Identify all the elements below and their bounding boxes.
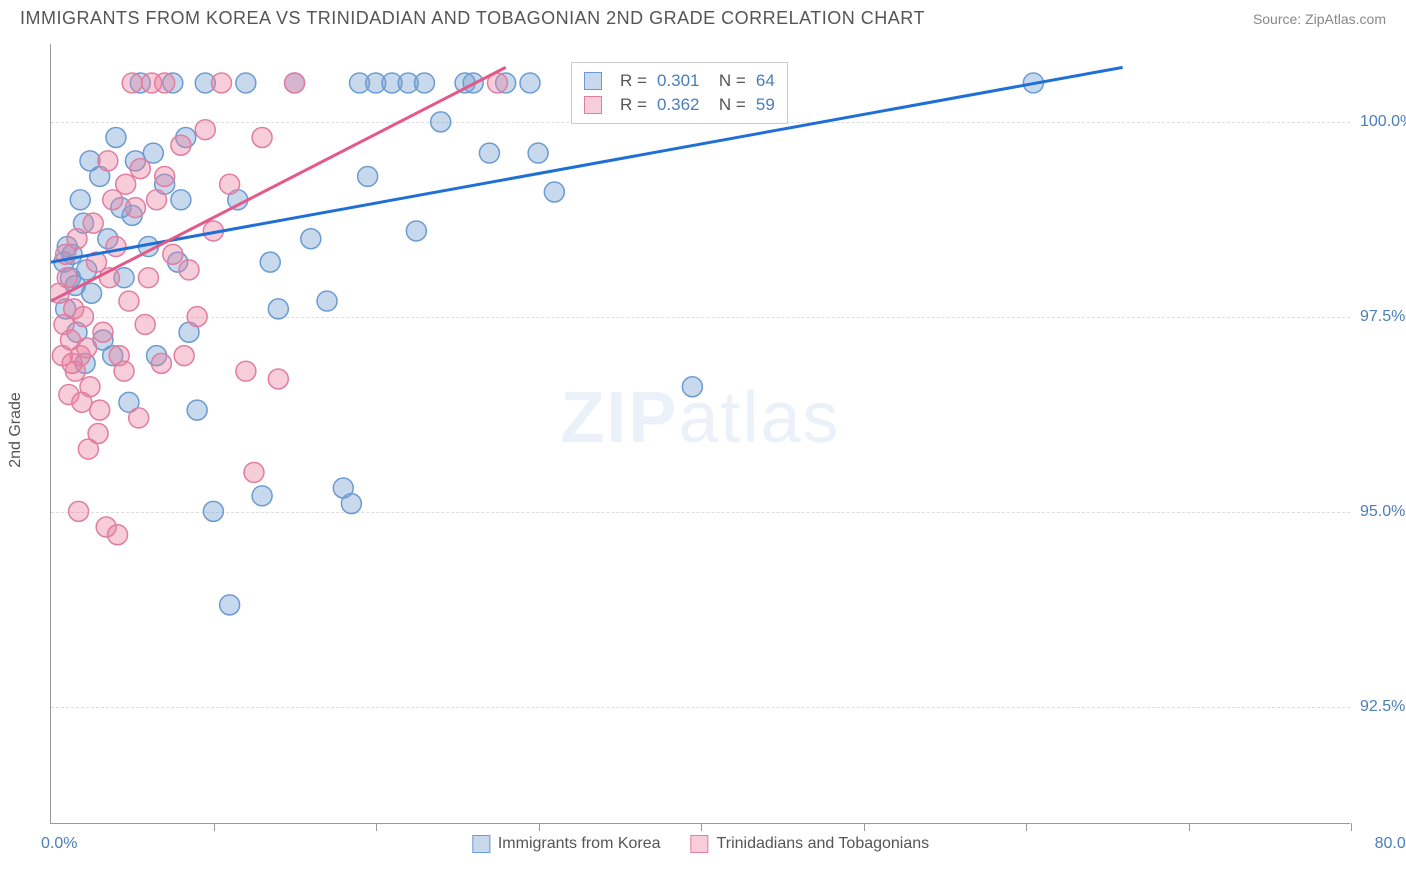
y-tick-label: 97.5% — [1360, 308, 1406, 326]
x-tick — [701, 823, 702, 831]
y-tick-label: 92.5% — [1360, 698, 1406, 716]
x-tick — [1351, 823, 1352, 831]
legend-item-2: Trinidadians and Tobagonians — [691, 835, 930, 853]
y-tick-label: 95.0% — [1360, 503, 1406, 521]
correlation-stat-box: R = 0.301 N = 64 R = 0.362 N = 59 — [571, 62, 788, 124]
stat-n-val-1: 64 — [756, 71, 775, 91]
source-label: Source: ZipAtlas.com — [1253, 11, 1386, 27]
x-tick — [864, 823, 865, 831]
scatter-svg — [51, 44, 1350, 823]
stat-r-val-1: 0.301 — [657, 71, 700, 91]
x-max-label: 80.0% — [1375, 835, 1406, 853]
stat-n-val-2: 59 — [756, 95, 775, 115]
legend-label-2: Trinidadians and Tobagonians — [717, 835, 930, 852]
legend-swatch-1 — [472, 835, 490, 853]
legend-label-1: Immigrants from Korea — [498, 835, 661, 852]
stat-row-series2: R = 0.362 N = 59 — [584, 93, 775, 117]
x-tick — [376, 823, 377, 831]
stat-swatch-2 — [584, 96, 602, 114]
stat-swatch-1 — [584, 72, 602, 90]
x-tick — [214, 823, 215, 831]
stat-n-label-1: N = — [709, 71, 745, 91]
x-min-label: 0.0% — [41, 835, 77, 853]
stat-row-series1: R = 0.301 N = 64 — [584, 69, 775, 93]
stat-r-val-2: 0.362 — [657, 95, 700, 115]
x-tick — [1026, 823, 1027, 831]
y-axis-label: 2nd Grade — [7, 392, 25, 468]
x-tick — [1189, 823, 1190, 831]
x-tick — [539, 823, 540, 831]
stat-n-label-2: N = — [709, 95, 745, 115]
legend-swatch-2 — [691, 835, 709, 853]
chart-title: IMMIGRANTS FROM KOREA VS TRINIDADIAN AND… — [20, 8, 925, 29]
y-tick-label: 100.0% — [1360, 113, 1406, 131]
bottom-legend: Immigrants from Korea Trinidadians and T… — [472, 835, 929, 853]
stat-r-label-2: R = — [620, 95, 647, 115]
chart-plot-area: ZIPatlas R = 0.301 N = 64 R = 0.362 N = … — [50, 44, 1350, 824]
stat-r-label-1: R = — [620, 71, 647, 91]
legend-item-1: Immigrants from Korea — [472, 835, 661, 853]
